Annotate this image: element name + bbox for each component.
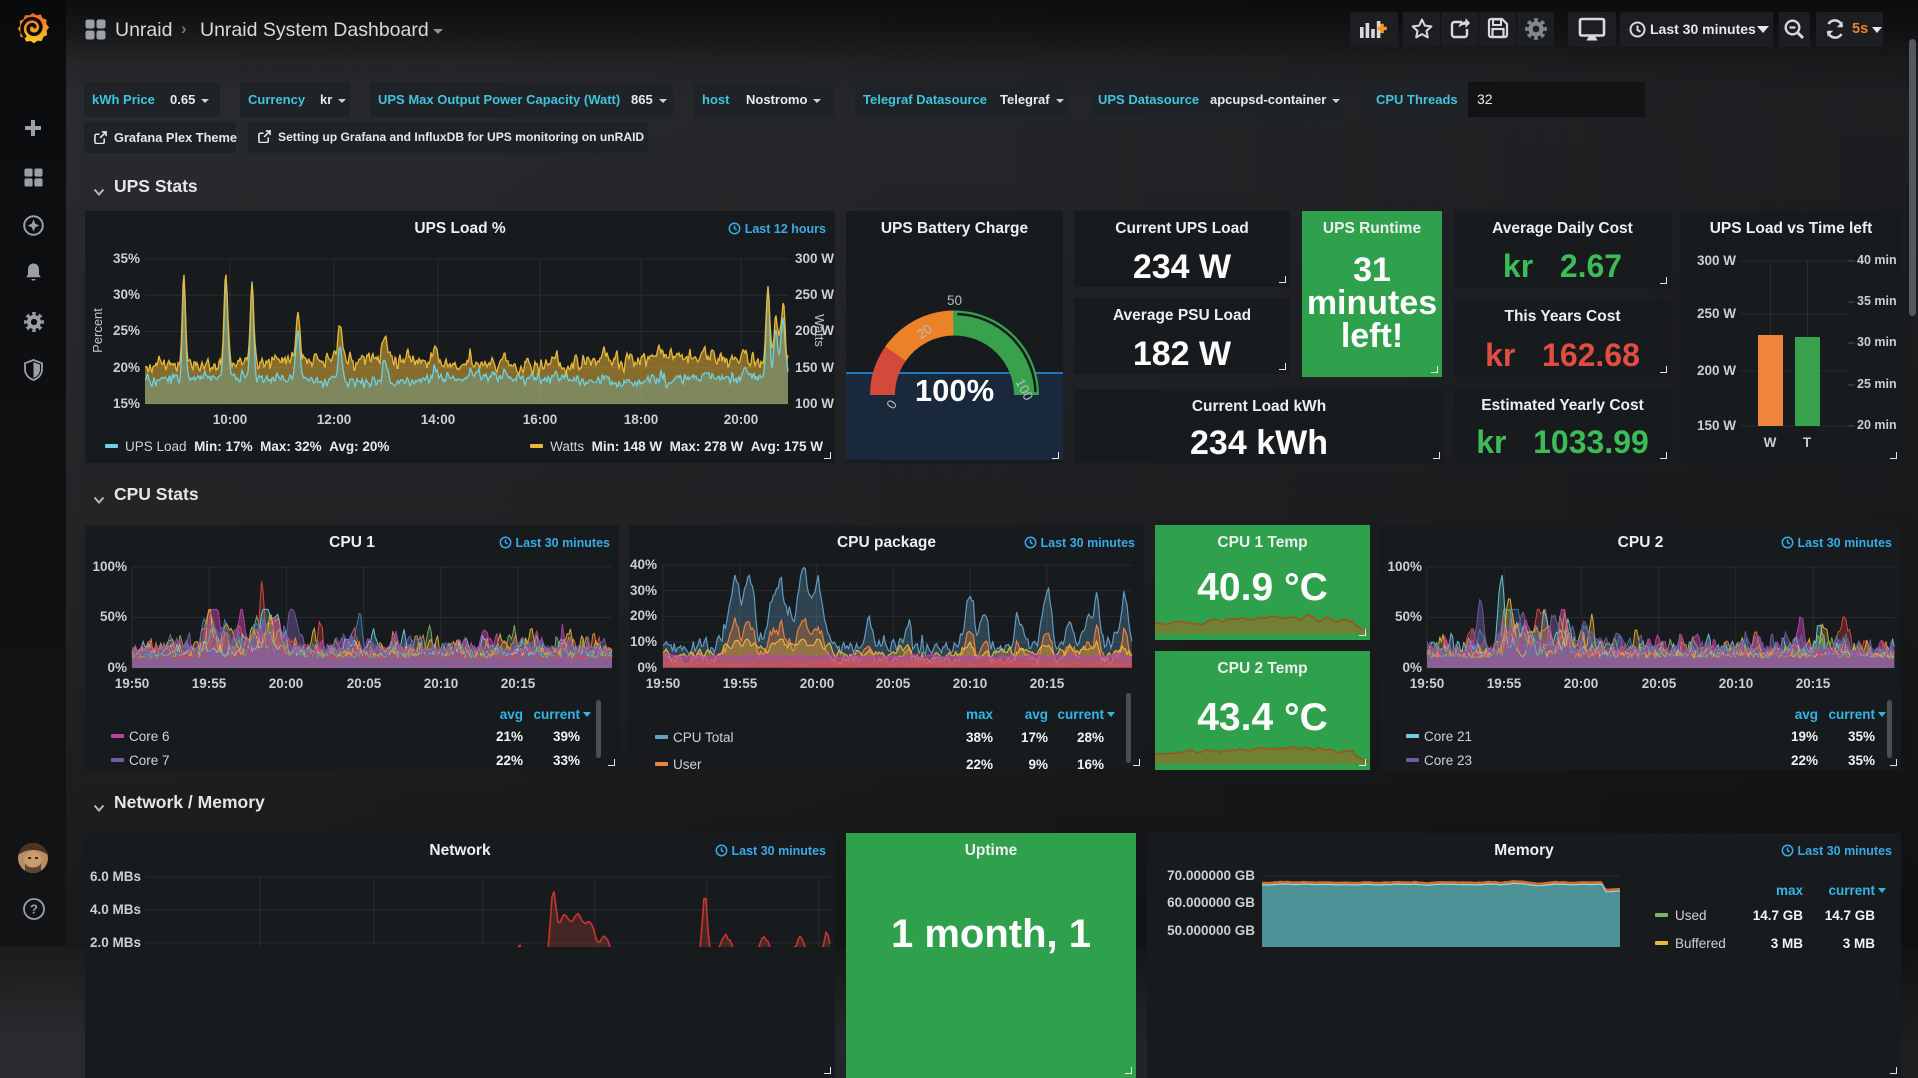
svg-text:?: ? — [30, 902, 38, 917]
